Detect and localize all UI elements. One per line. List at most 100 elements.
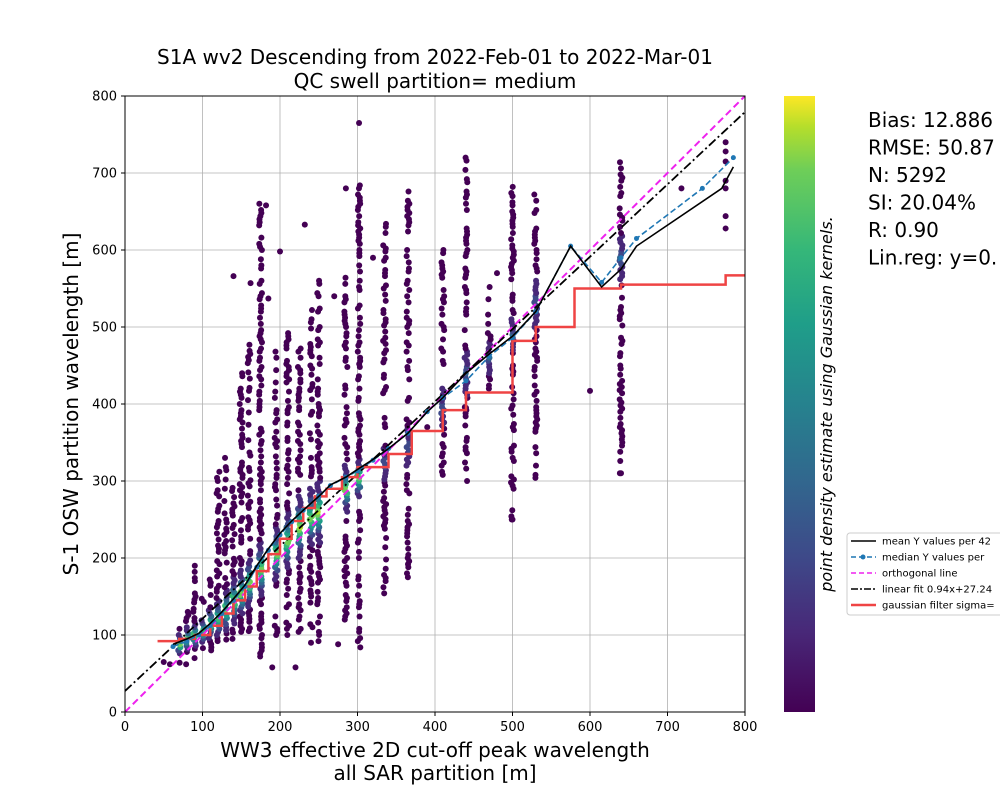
chart-subtitle: QC swell partition= medium bbox=[294, 69, 577, 93]
scatter-point bbox=[463, 176, 470, 183]
scatter-point bbox=[531, 382, 538, 389]
scatter-point bbox=[245, 437, 252, 444]
scatter-point bbox=[533, 247, 540, 253]
scatter-point bbox=[238, 425, 245, 432]
scatter-point bbox=[381, 421, 388, 428]
y-tick-label: 600 bbox=[92, 244, 117, 259]
scatter-point bbox=[403, 348, 410, 355]
scatter-point bbox=[246, 341, 253, 348]
x-tick-label: 600 bbox=[578, 720, 603, 735]
scatter-point bbox=[617, 414, 624, 421]
scatter-point bbox=[617, 171, 624, 178]
scatter-point bbox=[617, 165, 624, 172]
scatter-point bbox=[285, 601, 292, 608]
scatter-point bbox=[356, 182, 363, 189]
scatter-point bbox=[509, 307, 516, 314]
scatter-point bbox=[297, 625, 304, 632]
scatter-point bbox=[405, 265, 412, 272]
scatter-point bbox=[405, 188, 412, 195]
scatter-point bbox=[381, 494, 388, 501]
scatter-point bbox=[439, 468, 446, 475]
chart-title: S1A wv2 Descending from 2022-Feb-01 to 2… bbox=[157, 45, 713, 69]
scatter-point bbox=[533, 225, 540, 232]
scatter-point bbox=[160, 658, 167, 665]
scatter-point bbox=[619, 377, 626, 384]
scatter-point bbox=[215, 518, 222, 525]
scatter-point bbox=[244, 397, 251, 404]
scatter-point bbox=[294, 419, 301, 426]
scatter-point bbox=[619, 322, 626, 329]
scatter-point bbox=[301, 221, 308, 228]
scatter-point bbox=[257, 447, 264, 454]
x-tick-label: 200 bbox=[268, 720, 293, 735]
legend-label: orthogonal line bbox=[882, 569, 958, 580]
scatter-point bbox=[533, 450, 540, 457]
scatter-point bbox=[214, 474, 221, 481]
scatter-point bbox=[405, 545, 412, 552]
scatter-point bbox=[258, 206, 265, 213]
scatter-point bbox=[532, 462, 539, 469]
scatter-point bbox=[272, 348, 279, 355]
scatter-point bbox=[273, 465, 280, 472]
scatter-point bbox=[223, 516, 230, 523]
x-tick-label: 400 bbox=[423, 720, 448, 735]
scatter-point bbox=[297, 354, 304, 361]
series-lines bbox=[125, 96, 745, 712]
scatter-point bbox=[213, 595, 220, 602]
scatter-point bbox=[245, 514, 252, 521]
scatter-point bbox=[294, 437, 301, 444]
scatter-point bbox=[722, 148, 729, 155]
median-marker bbox=[618, 255, 624, 261]
y-tick-label: 700 bbox=[92, 167, 117, 182]
scatter-point bbox=[221, 510, 228, 517]
scatter-point bbox=[382, 230, 389, 237]
scatter-point bbox=[357, 320, 364, 327]
scatter-point bbox=[381, 356, 388, 363]
scatter-point bbox=[269, 664, 276, 671]
scatter-point bbox=[236, 555, 243, 561]
scatter-point bbox=[382, 282, 389, 289]
scatter-point bbox=[342, 274, 349, 281]
scatter-point bbox=[531, 191, 538, 198]
scatter-point bbox=[283, 591, 290, 598]
scatter-point bbox=[284, 434, 291, 441]
scatter-point bbox=[307, 599, 314, 606]
scatter-point bbox=[404, 539, 411, 546]
scatter-point bbox=[284, 499, 291, 506]
scatter-point bbox=[308, 371, 315, 378]
x-axis-label-line2: all SAR partition [m] bbox=[333, 761, 536, 785]
scatter-point bbox=[356, 213, 363, 220]
scatter-point bbox=[356, 508, 363, 515]
scatter-point bbox=[239, 370, 246, 377]
scatter-point bbox=[307, 621, 314, 628]
scatter-point bbox=[331, 293, 338, 300]
scatter-point bbox=[441, 431, 448, 438]
scatter-point bbox=[404, 471, 411, 478]
scatter-point bbox=[206, 576, 213, 583]
scatter-point bbox=[257, 320, 264, 327]
scatter-point bbox=[440, 336, 447, 343]
scatter-point bbox=[309, 408, 316, 415]
scatter-point bbox=[356, 625, 363, 632]
scatter-point bbox=[257, 487, 264, 494]
scatter-point bbox=[532, 425, 539, 432]
scatter-point bbox=[308, 396, 315, 403]
scatter-point bbox=[223, 538, 230, 545]
scatter-point bbox=[484, 330, 491, 337]
scatter-point bbox=[223, 636, 230, 643]
legend-label: linear fit 0.94x+27.24 bbox=[882, 585, 992, 596]
scatter-point bbox=[508, 190, 515, 197]
scatter-point bbox=[510, 396, 517, 403]
scatter-point bbox=[357, 437, 364, 444]
scatter-point bbox=[215, 542, 222, 549]
scatter-point bbox=[272, 521, 279, 528]
scatter-point bbox=[509, 291, 516, 298]
median-marker bbox=[170, 644, 176, 650]
scatter-point bbox=[356, 385, 363, 392]
scatter-point bbox=[257, 465, 264, 472]
scatter-point bbox=[342, 533, 349, 540]
scatter-point bbox=[508, 473, 515, 480]
scatter-point bbox=[285, 404, 292, 411]
scatter-point bbox=[341, 391, 348, 398]
scatter-point bbox=[166, 661, 173, 668]
